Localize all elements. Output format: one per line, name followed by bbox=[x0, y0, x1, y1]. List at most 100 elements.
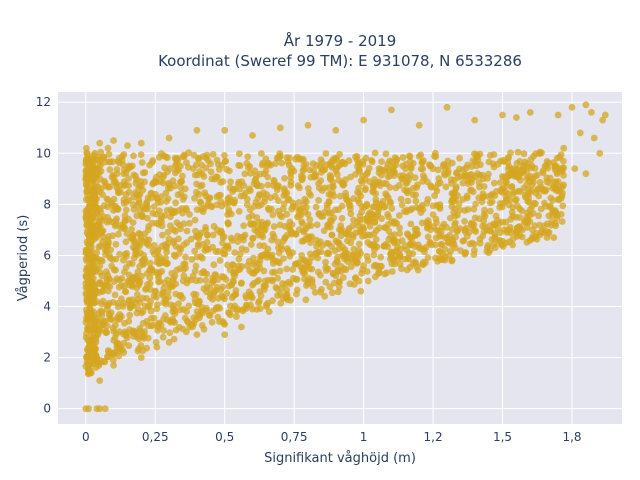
scatter-point bbox=[332, 237, 340, 245]
scatter-point bbox=[347, 263, 355, 271]
scatter-point bbox=[499, 156, 507, 164]
scatter-point bbox=[155, 278, 162, 286]
scatter-point bbox=[502, 178, 510, 185]
scatter-point bbox=[289, 229, 297, 237]
scatter-point bbox=[359, 172, 366, 180]
scatter-point bbox=[368, 242, 376, 249]
scatter-point bbox=[375, 179, 383, 187]
scatter-point bbox=[422, 259, 429, 266]
scatter-point bbox=[596, 149, 604, 157]
scatter-point bbox=[335, 245, 343, 253]
scatter-point bbox=[497, 179, 504, 186]
scatter-point bbox=[459, 237, 467, 245]
scatter-point bbox=[478, 198, 486, 206]
scatter-point bbox=[93, 359, 101, 367]
scatter-point bbox=[170, 237, 178, 245]
scatter-point bbox=[330, 157, 338, 165]
scatter-point bbox=[90, 341, 98, 349]
scatter-point bbox=[528, 187, 536, 194]
scatter-point bbox=[300, 227, 308, 235]
scatter-point bbox=[136, 191, 144, 199]
scatter-point bbox=[135, 196, 143, 204]
scatter-point bbox=[96, 223, 104, 230]
scatter-point bbox=[338, 225, 345, 233]
scatter-point bbox=[376, 269, 383, 277]
scatter-point bbox=[225, 282, 233, 290]
scatter-point bbox=[239, 306, 247, 313]
scatter-point bbox=[369, 187, 377, 195]
scatter-point bbox=[364, 277, 372, 285]
scatter-point bbox=[415, 121, 423, 129]
scatter-point bbox=[388, 268, 396, 275]
scatter-point bbox=[327, 223, 334, 231]
scatter-point bbox=[192, 161, 200, 169]
scatter-point bbox=[324, 265, 332, 273]
scatter-point bbox=[87, 369, 95, 377]
scatter-point bbox=[431, 152, 438, 160]
scatter-point bbox=[125, 317, 133, 325]
scatter-point bbox=[305, 275, 313, 282]
scatter-point bbox=[326, 283, 334, 291]
scatter-point bbox=[134, 291, 141, 298]
scatter-point bbox=[147, 315, 155, 322]
scatter-point bbox=[185, 302, 193, 310]
scatter-point bbox=[129, 283, 136, 290]
scatter-point bbox=[535, 212, 542, 220]
scatter-point bbox=[378, 215, 385, 223]
scatter-point bbox=[165, 179, 173, 187]
scatter-point bbox=[346, 280, 354, 288]
scatter-point bbox=[295, 199, 303, 206]
scatter-point bbox=[276, 152, 284, 160]
scatter-point bbox=[337, 192, 344, 200]
scatter-point bbox=[186, 219, 193, 227]
scatter-point bbox=[370, 251, 378, 259]
scatter-point bbox=[545, 212, 553, 220]
scatter-point bbox=[322, 278, 330, 286]
scatter-point bbox=[223, 290, 231, 297]
scatter-point bbox=[98, 272, 106, 280]
scatter-point bbox=[545, 179, 553, 187]
scatter-point bbox=[183, 227, 191, 235]
scatter-point bbox=[102, 241, 110, 249]
scatter-point bbox=[274, 238, 282, 246]
scatter-point bbox=[130, 206, 138, 213]
scatter-point bbox=[293, 153, 301, 161]
scatter-point bbox=[143, 200, 151, 208]
scatter-point bbox=[444, 157, 452, 165]
scatter-point bbox=[371, 218, 379, 226]
scatter-point bbox=[413, 225, 421, 233]
scatter-point bbox=[456, 154, 463, 162]
scatter-point bbox=[248, 294, 256, 302]
scatter-point bbox=[516, 214, 524, 221]
scatter-point bbox=[188, 256, 196, 263]
scatter-point bbox=[543, 234, 551, 241]
scatter-point bbox=[207, 168, 215, 176]
scatter-point bbox=[559, 202, 567, 210]
scatter-point bbox=[269, 255, 277, 263]
scatter-point bbox=[280, 200, 288, 208]
scatter-point bbox=[110, 361, 117, 369]
scatter-point bbox=[276, 290, 284, 298]
scatter-point bbox=[317, 156, 325, 164]
scatter-point bbox=[439, 256, 446, 264]
scatter-point bbox=[178, 178, 186, 185]
scatter-point bbox=[112, 240, 120, 248]
scatter-point bbox=[495, 238, 503, 246]
scatter-point bbox=[338, 214, 346, 222]
scatter-point bbox=[470, 205, 478, 213]
scatter-point bbox=[279, 280, 286, 287]
scatter-point bbox=[87, 178, 95, 185]
scatter-point bbox=[206, 294, 214, 301]
scatter-point bbox=[296, 184, 303, 192]
scatter-point bbox=[220, 233, 228, 240]
scatter-point bbox=[475, 179, 483, 186]
scatter-point bbox=[389, 255, 397, 263]
scatter-point bbox=[234, 238, 242, 246]
scatter-point bbox=[90, 291, 98, 299]
scatter-point bbox=[291, 203, 299, 211]
scatter-point bbox=[498, 185, 505, 193]
scatter-point bbox=[450, 193, 458, 201]
scatter-point bbox=[133, 333, 141, 341]
scatter-point bbox=[262, 155, 270, 163]
scatter-point bbox=[436, 203, 444, 211]
